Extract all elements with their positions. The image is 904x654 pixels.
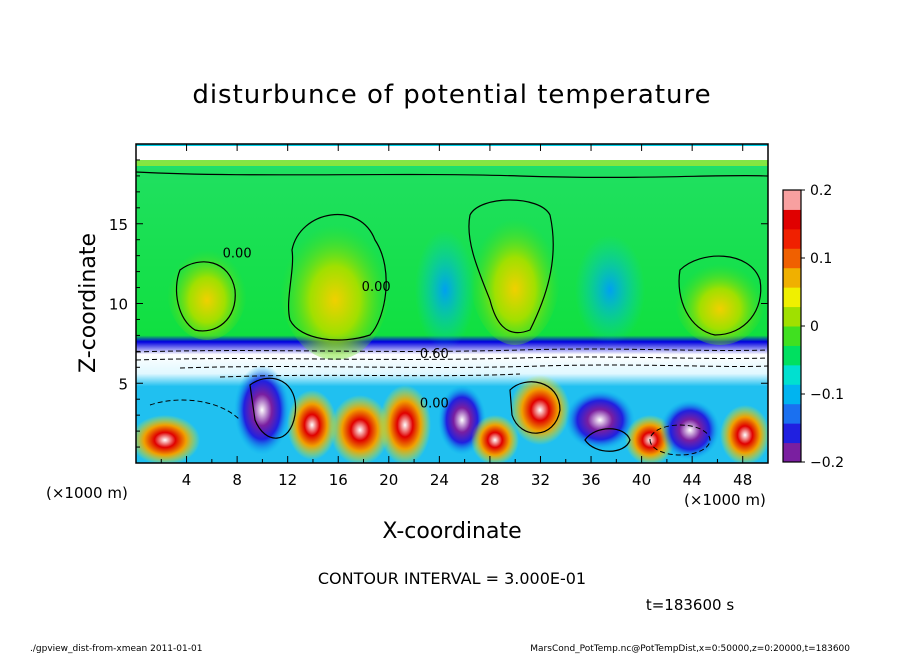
y-axis-title: Z-coordinate <box>76 233 101 373</box>
colorbar-band <box>783 364 801 385</box>
x-tick-label: 36 <box>581 471 600 489</box>
heatmap-field <box>136 144 768 463</box>
footer-left: ./gpview_dist-from-xmean 2011-01-01 <box>30 644 202 654</box>
x-tick-label: 40 <box>632 471 651 489</box>
contour-label: 0.00 <box>223 246 252 261</box>
colorbar-band <box>783 423 801 444</box>
x-axis: 4 8 12 16 20 24 28 32 36 40 44 48 <box>160 144 752 489</box>
x-tick-label: 8 <box>232 471 242 489</box>
colorbar-tick-label: −0.1 <box>810 387 844 403</box>
x-tick-label: 24 <box>430 471 449 489</box>
colorbar-bands <box>783 190 801 463</box>
y-tick-label: 15 <box>109 216 128 234</box>
x-tick-label: 28 <box>480 471 499 489</box>
colorbar-band <box>783 287 801 308</box>
contour-label: 0.60 <box>420 347 449 362</box>
x-tick-label: 32 <box>531 471 550 489</box>
colorbar-band <box>783 190 801 210</box>
contour-label: 0.00 <box>362 280 391 295</box>
x-tick-label: 16 <box>329 471 348 489</box>
y-unit-label: (×1000 m) <box>46 484 128 502</box>
colorbar-band <box>783 442 801 463</box>
x-tick-label: 48 <box>733 471 752 489</box>
colorbar-band <box>783 403 801 424</box>
colorbar-band <box>783 384 801 405</box>
colorbar-band <box>783 209 801 230</box>
colorbar: 0.2 0.1 0 −0.1 −0.2 <box>782 183 844 471</box>
contour-label: 0.00 <box>420 396 449 411</box>
colorbar-tick-label: 0.1 <box>810 251 832 267</box>
x-unit-label: (×1000 m) <box>684 491 766 509</box>
colorbar-band <box>783 267 801 288</box>
colorbar-ticks: 0.2 0.1 0 −0.1 −0.2 <box>801 183 844 471</box>
colorbar-tick-label: −0.2 <box>810 455 844 471</box>
colorbar-band <box>783 306 801 327</box>
x-tick-label: 20 <box>379 471 398 489</box>
colorbar-tick-label: 0 <box>810 319 819 335</box>
y-axis: 5 10 15 <box>109 159 768 448</box>
x-axis-title: X-coordinate <box>382 519 521 544</box>
x-tick-label: 44 <box>683 471 702 489</box>
contour-labels: 0.00 0.00 0.60 0.00 <box>223 246 449 411</box>
y-tick-label: 10 <box>109 296 128 314</box>
time-text: t=183600 s <box>646 596 734 614</box>
colorbar-band <box>783 228 801 249</box>
colorbar-band <box>783 248 801 269</box>
footer-right: MarsCond_PotTemp.nc@PotTempDist,x=0:5000… <box>530 644 850 654</box>
colorbar-tick-label: 0.2 <box>810 183 832 199</box>
x-tick-label: 12 <box>278 471 297 489</box>
y-tick-label: 5 <box>118 375 128 393</box>
contour-interval-text: CONTOUR INTERVAL = 3.000E-01 <box>318 569 586 588</box>
x-tick-label: 4 <box>182 471 192 489</box>
colorbar-band <box>783 326 801 346</box>
chart-title: disturbunce of potential temperature <box>192 80 711 110</box>
colorbar-band <box>783 345 801 366</box>
